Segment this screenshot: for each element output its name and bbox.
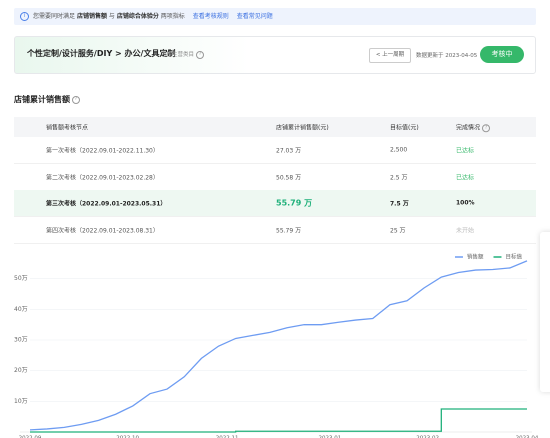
y-tick-label: 20万 [14,367,28,374]
table-row: 第四次考核（2022.09.01-2023.08.31） 55.79 万 25 万 未… [14,217,536,244]
table-row: 第三次考核（2022.09.01-2023.05.31） 55.79 万 7.5 万… [14,190,536,217]
x-tick-label: 2022.10 [116,436,139,438]
table-cell: 第二次考核（2022.09.01-2023.02.28） [46,174,159,181]
faq-link[interactable]: 查看常见问题 [236,13,273,20]
table-header [14,117,536,137]
table-cell: 7.5 万 [390,200,409,208]
table-cell: 55.79 万 [276,227,302,234]
table-cell: 已达标 [456,174,475,181]
x-tick-label: 2022.09 [19,436,42,438]
column-header: 完成情况? [456,122,491,132]
prev-button[interactable]: < 上一周期 [369,48,411,63]
rules-link[interactable]: 查看考核规则 [192,13,229,20]
series-line [29,260,528,431]
x-tick-label: 2023.02 [416,436,439,438]
notice-text: 两项指标 [160,13,185,20]
notice-metric: 店铺综合体验分 [116,13,159,20]
help-icon[interactable]: ? [72,95,80,104]
section-title-text: 店铺累计销售额 [14,95,70,104]
y-tick-label: 10万 [14,398,28,405]
chart: 10万 20万 30万 40万 50万 2022.09 2022.10 2022.11 2023… [14,253,539,438]
y-tick-label: 30万 [14,337,28,344]
help-icon[interactable]: ? [196,50,205,59]
x-tick-label: 2022.11 [216,436,239,438]
table-cell: 已达标 [456,147,475,155]
table-cell: 第一次考核（2022.09.01-2022.11.30） [46,147,159,155]
table-row: 第二次考核（2022.09.01-2023.02.28） 50.58 万 2.5 万… [14,164,536,191]
table-cell: 100% [456,199,475,207]
notice-text: 您需要同时满足 [33,13,76,20]
header-card: 个性定制/设计服务/DIY > 办公/文具定制 考核主营类目? < 上一周期 数… [14,36,536,74]
table-cell: 第三次考核（2022.09.01-2023.05.31） [46,200,167,208]
help-icon[interactable]: ? [482,123,491,132]
table-cell: 27.03 万 [276,147,302,155]
x-tick-label: 2023.04 [516,436,539,438]
legend-label: 销售额 [467,253,484,261]
column-header: 目标值(元) [390,124,419,132]
table-row: 第一次考核（2022.09.01-2022.11.30） 27.03 万 2,500… [14,137,536,164]
column-header: 店铺累计销售额(元) [276,124,329,132]
category-note: 考核主营类目? [161,50,205,59]
status-button[interactable]: 考核中 [480,46,524,63]
updated-text: 数据更新于 2023-04-05 [416,53,478,59]
column-header: 销售额考核节点 [46,124,89,132]
table-cell: 55.79 万 [276,198,313,208]
category-note-text: 考核主营类目 [161,52,195,58]
table-cell: 未开始 [456,227,475,234]
category: 个性定制/设计服务/DIY > 办公/文具定制 [27,49,176,58]
table-cell: 2.5 万 [390,174,408,181]
y-tick-label: 50万 [14,275,28,282]
notice-metric: 店铺销售额 [76,13,107,20]
notice-bar: i 您需要同时满足 店铺销售额 与 店铺综合体验分 两项指标 查看考核规则 查看常见问… [14,8,536,25]
x-tick-label: 2023.01 [319,436,342,438]
table-cell: 25 万 [390,227,406,234]
table-cell: 50.58 万 [276,174,302,181]
table-cell: 2,500 [390,146,408,154]
table-cell: 第四次考核（2022.09.01-2023.08.31） [46,227,159,234]
side-panel [540,232,550,392]
table: 销售额考核节点 店铺累计销售额(元) 目标值(元) 完成情况? 第一次考核（2022.0… [14,117,536,244]
y-tick-label: 40万 [14,306,28,313]
notice-text: 与 [108,13,115,20]
legend-label: 目标值 [505,253,522,261]
section-title: 店铺累计销售额? [14,94,80,105]
series-line [30,408,527,433]
info-icon: i [20,12,29,21]
